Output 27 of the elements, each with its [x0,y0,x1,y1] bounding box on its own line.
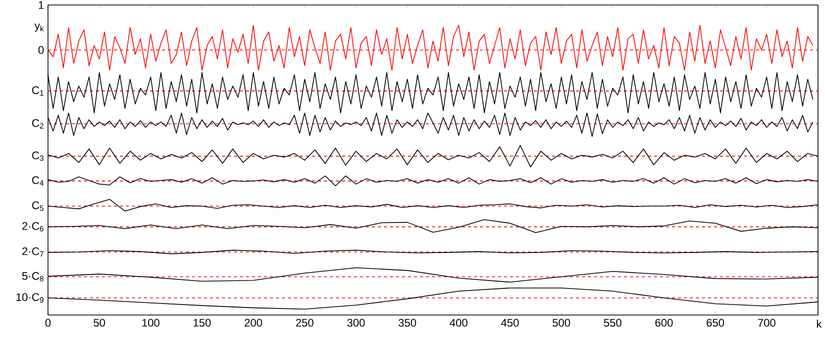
x-axis-title: k [816,320,822,328]
x-tick-label: 150 [194,318,211,327]
x-tick-label: 0 [45,318,51,327]
ref-line-label: C$_{2}$ [32,119,44,128]
ref-line-label: C$_{5}$ [32,201,44,211]
x-tick-label: 250 [296,318,314,327]
ref-line-label: C$_{4}$ [32,176,44,186]
x-tick-label: 100 [142,318,160,327]
x-tick-label: 200 [244,318,262,327]
x-tick-label: 350 [398,318,416,327]
x-tick-label: 400 [450,318,468,327]
y-axis-title: y$_{k}$ [34,24,44,32]
ref-line-label: 10·C$_{9}$ [16,293,44,303]
x-tick-label: 450 [501,318,519,327]
ref-line-label: 5·C$_{8}$ [22,272,44,282]
x-tick-label: 50 [94,318,106,327]
x-tick-label: 700 [758,318,776,327]
x-tick-label: 600 [655,318,673,327]
ref-line-label: C$_{1}$ [32,86,44,96]
ref-line-label: 2·C$_{7}$ [22,247,44,257]
x-tick-label: 650 [706,318,724,327]
x-tick-label: 300 [347,318,365,327]
ref-line-label: 2·C$_{6}$ [22,222,44,232]
x-tick-label: 550 [604,318,622,327]
ref-line-label: C$_{3}$ [32,151,44,161]
x-tick-label: 500 [552,318,570,327]
y-tick-label: 1 [38,1,44,9]
